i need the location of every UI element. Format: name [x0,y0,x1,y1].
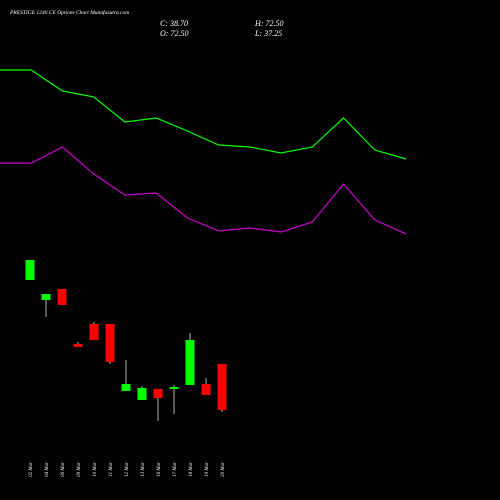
candle-body [217,364,227,410]
x-tick-label: 17 Mar [173,462,178,477]
candle-body [153,388,163,398]
x-tick-label: 06 Mar [61,462,66,477]
candle-body [89,323,99,340]
x-tick-label: 20 Mar [221,462,226,477]
x-tick-label: 10 Mar [93,462,98,477]
candle-body [41,293,51,300]
high-label: H: 72.50 [254,19,283,28]
candle-body [185,339,195,385]
x-tick-label: 16 Mar [157,462,162,477]
candle-body [25,259,35,280]
candle-body [169,386,179,389]
candle-body [137,387,147,400]
x-tick-label: 11 Mar [109,462,114,477]
open-label: O: 72.50 [160,29,188,38]
low-label: L: 37.25 [254,29,282,38]
x-tick-label: 04 Mar [45,462,50,477]
indicator-line [0,69,407,160]
candle-body [57,288,67,306]
x-tick-label: 18 Mar [189,462,194,477]
candle-body [201,383,211,396]
candle-body [121,383,131,391]
x-tick-label: 09 Mar [77,462,82,477]
close-label: C: 38.70 [160,19,188,28]
x-tick-label: 13 Mar [141,462,146,477]
candle-body [73,343,83,347]
chart-title: PRESTIGE 1240 CE Options Chart Munafasut… [9,9,129,16]
x-tick-label: 12 Mar [125,462,130,477]
indicator-line [0,146,407,235]
x-tick-label: 19 Mar [205,462,210,477]
candle-body [105,323,115,362]
x-tick-label: 02 Mar [29,462,34,477]
